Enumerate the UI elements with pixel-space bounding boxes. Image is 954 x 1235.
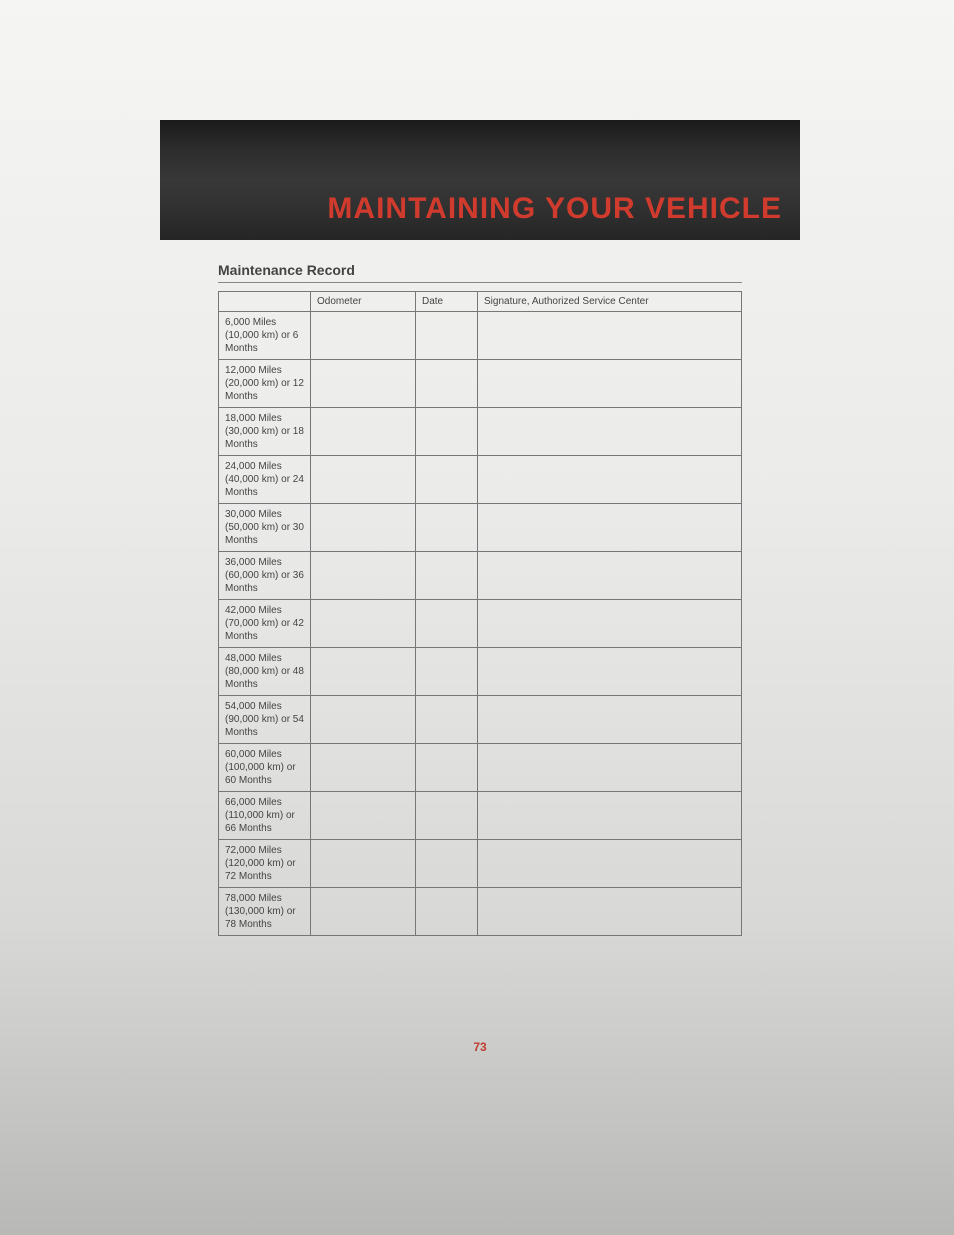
- signature-cell: [478, 408, 742, 456]
- interval-cell: 24,000 Miles (40,000 km) or 24 Months: [219, 456, 311, 504]
- signature-cell: [478, 360, 742, 408]
- interval-cell: 72,000 Miles (120,000 km) or 72 Months: [219, 840, 311, 888]
- odometer-cell: [311, 744, 416, 792]
- table-row: 12,000 Miles (20,000 km) or 12 Months: [219, 360, 742, 408]
- table-row: 42,000 Miles (70,000 km) or 42 Months: [219, 600, 742, 648]
- interval-cell: 6,000 Miles (10,000 km) or 6 Months: [219, 312, 311, 360]
- table-row: 66,000 Miles (110,000 km) or 66 Months: [219, 792, 742, 840]
- signature-cell: [478, 888, 742, 936]
- signature-cell: [478, 312, 742, 360]
- interval-cell: 54,000 Miles (90,000 km) or 54 Months: [219, 696, 311, 744]
- table-row: 18,000 Miles (30,000 km) or 18 Months: [219, 408, 742, 456]
- signature-cell: [478, 696, 742, 744]
- signature-cell: [478, 744, 742, 792]
- header-banner: MAINTAINING YOUR VEHICLE: [160, 120, 800, 240]
- signature-cell: [478, 600, 742, 648]
- date-cell: [416, 360, 478, 408]
- table-body: 6,000 Miles (10,000 km) or 6 Months 12,0…: [219, 312, 742, 936]
- odometer-cell: [311, 456, 416, 504]
- odometer-cell: [311, 696, 416, 744]
- table-row: 48,000 Miles (80,000 km) or 48 Months: [219, 648, 742, 696]
- signature-cell: [478, 552, 742, 600]
- interval-cell: 60,000 Miles (100,000 km) or 60 Months: [219, 744, 311, 792]
- date-cell: [416, 696, 478, 744]
- odometer-cell: [311, 600, 416, 648]
- table-row: 78,000 Miles (130,000 km) or 78 Months: [219, 888, 742, 936]
- page-title: MAINTAINING YOUR VEHICLE: [327, 192, 782, 226]
- interval-cell: 12,000 Miles (20,000 km) or 12 Months: [219, 360, 311, 408]
- interval-cell: 18,000 Miles (30,000 km) or 18 Months: [219, 408, 311, 456]
- signature-cell: [478, 792, 742, 840]
- interval-cell: 78,000 Miles (130,000 km) or 78 Months: [219, 888, 311, 936]
- signature-cell: [478, 504, 742, 552]
- table-header-row: Odometer Date Signature, Authorized Serv…: [219, 292, 742, 312]
- maintenance-table: Odometer Date Signature, Authorized Serv…: [218, 291, 742, 936]
- table-row: 36,000 Miles (60,000 km) or 36 Months: [219, 552, 742, 600]
- odometer-cell: [311, 888, 416, 936]
- content-area: Maintenance Record Odometer Date Signatu…: [160, 240, 800, 936]
- col-header-interval: [219, 292, 311, 312]
- date-cell: [416, 552, 478, 600]
- odometer-cell: [311, 504, 416, 552]
- date-cell: [416, 456, 478, 504]
- section-title: Maintenance Record: [218, 262, 742, 283]
- date-cell: [416, 312, 478, 360]
- date-cell: [416, 840, 478, 888]
- interval-cell: 42,000 Miles (70,000 km) or 42 Months: [219, 600, 311, 648]
- odometer-cell: [311, 648, 416, 696]
- date-cell: [416, 744, 478, 792]
- interval-cell: 36,000 Miles (60,000 km) or 36 Months: [219, 552, 311, 600]
- odometer-cell: [311, 792, 416, 840]
- odometer-cell: [311, 552, 416, 600]
- table-row: 54,000 Miles (90,000 km) or 54 Months: [219, 696, 742, 744]
- signature-cell: [478, 456, 742, 504]
- interval-cell: 48,000 Miles (80,000 km) or 48 Months: [219, 648, 311, 696]
- table-row: 6,000 Miles (10,000 km) or 6 Months: [219, 312, 742, 360]
- table-row: 24,000 Miles (40,000 km) or 24 Months: [219, 456, 742, 504]
- date-cell: [416, 600, 478, 648]
- odometer-cell: [311, 840, 416, 888]
- date-cell: [416, 792, 478, 840]
- page-number: 73: [160, 1040, 800, 1054]
- interval-cell: 30,000 Miles (50,000 km) or 30 Months: [219, 504, 311, 552]
- signature-cell: [478, 840, 742, 888]
- odometer-cell: [311, 408, 416, 456]
- signature-cell: [478, 648, 742, 696]
- date-cell: [416, 408, 478, 456]
- date-cell: [416, 648, 478, 696]
- table-row: 72,000 Miles (120,000 km) or 72 Months: [219, 840, 742, 888]
- table-row: 30,000 Miles (50,000 km) or 30 Months: [219, 504, 742, 552]
- page-container: MAINTAINING YOUR VEHICLE Maintenance Rec…: [160, 120, 800, 936]
- col-header-odometer: Odometer: [311, 292, 416, 312]
- table-row: 60,000 Miles (100,000 km) or 60 Months: [219, 744, 742, 792]
- col-header-signature: Signature, Authorized Service Center: [478, 292, 742, 312]
- date-cell: [416, 888, 478, 936]
- interval-cell: 66,000 Miles (110,000 km) or 66 Months: [219, 792, 311, 840]
- col-header-date: Date: [416, 292, 478, 312]
- odometer-cell: [311, 312, 416, 360]
- odometer-cell: [311, 360, 416, 408]
- date-cell: [416, 504, 478, 552]
